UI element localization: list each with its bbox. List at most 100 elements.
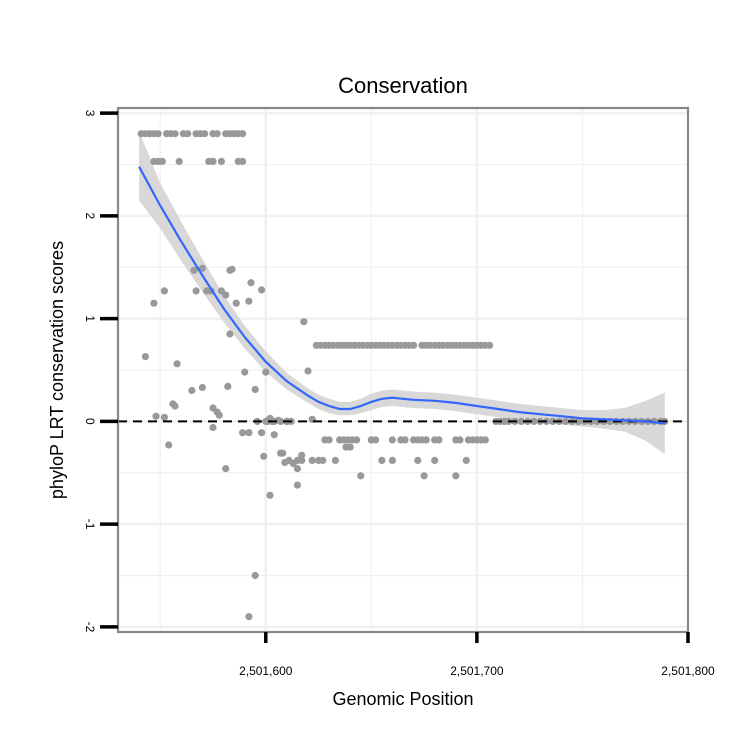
data-point: [486, 341, 494, 349]
data-point: [574, 417, 582, 425]
data-point: [277, 417, 285, 425]
data-point: [420, 472, 428, 480]
data-point: [165, 441, 173, 449]
data-point: [198, 383, 206, 392]
data-point: [300, 318, 308, 326]
data-point: [158, 157, 166, 165]
data-point: [530, 417, 538, 425]
scatter-points-layer: [137, 130, 669, 621]
data-point: [245, 429, 253, 437]
data-point: [277, 449, 285, 457]
confidence-ribbon-layer: [139, 131, 665, 455]
data-point: [388, 436, 396, 444]
data-point: [198, 264, 206, 272]
data-point: [232, 299, 240, 307]
y-axis: -2 -1 0 1 2 3: [83, 110, 118, 633]
confidence-ribbon: [139, 131, 665, 455]
data-point: [173, 360, 181, 368]
data-point: [239, 130, 247, 138]
data-point: [213, 408, 221, 416]
y-tick-label: 1: [83, 315, 97, 322]
y-tick-label: -2: [83, 622, 97, 633]
data-point: [184, 130, 192, 138]
data-point: [258, 429, 266, 437]
data-point: [226, 330, 234, 338]
data-point: [217, 157, 225, 165]
data-point: [201, 130, 209, 138]
data-point: [401, 436, 409, 444]
data-point: [262, 368, 270, 376]
data-point: [410, 341, 418, 349]
data-point: [562, 417, 570, 425]
data-point: [245, 613, 253, 621]
data-point: [192, 287, 200, 295]
data-point: [452, 472, 460, 480]
x-tick-label: 2,501,600: [239, 664, 293, 678]
data-point: [266, 491, 274, 499]
x-tick-label: 2,501,700: [450, 664, 504, 678]
data-point: [304, 367, 312, 375]
smooth-line-layer: [138, 166, 665, 425]
data-point: [175, 157, 183, 165]
data-point: [264, 417, 272, 425]
data-point: [171, 130, 179, 138]
data-point: [456, 436, 464, 444]
data-point: [160, 287, 168, 295]
x-tick-label: 2,501,800: [661, 664, 715, 678]
data-point: [239, 157, 247, 165]
data-point: [239, 429, 247, 437]
data-point: [209, 423, 217, 432]
data-point: [160, 413, 168, 421]
chart-title: Conservation: [338, 73, 468, 98]
data-point: [224, 382, 232, 390]
data-point: [319, 456, 327, 464]
data-point: [152, 412, 160, 420]
data-point: [346, 443, 354, 451]
y-tick-label: 2: [83, 213, 97, 220]
data-point: [462, 456, 470, 464]
data-point: [228, 265, 236, 273]
data-point: [388, 456, 396, 464]
y-axis-label: phyloP LRT conservation scores: [47, 241, 67, 499]
data-point: [378, 456, 386, 464]
data-point: [213, 130, 221, 138]
y-tick-label: 0: [83, 418, 97, 425]
data-point: [258, 286, 266, 294]
data-point: [154, 130, 162, 138]
data-point: [245, 297, 253, 305]
data-point: [331, 456, 339, 464]
data-point: [209, 157, 217, 165]
data-point: [203, 287, 211, 295]
data-point: [190, 266, 198, 274]
data-point: [298, 456, 306, 464]
panel-border: [116, 106, 690, 634]
data-point: [241, 368, 249, 376]
data-point: [247, 279, 255, 287]
data-point: [293, 465, 301, 473]
data-point: [353, 436, 361, 444]
data-point: [293, 481, 301, 489]
x-axis: 2,501,600 2,501,700 2,501,800: [239, 632, 715, 678]
data-point: [357, 472, 365, 480]
data-point: [222, 291, 230, 299]
data-point: [308, 456, 316, 464]
data-point: [141, 353, 149, 361]
data-point: [222, 465, 230, 473]
data-point: [481, 436, 489, 444]
data-point: [281, 458, 289, 467]
data-point: [298, 451, 306, 459]
data-point: [188, 386, 196, 395]
smooth-fit-line: [138, 166, 665, 425]
data-point: [414, 456, 422, 464]
data-point: [260, 452, 268, 460]
data-point: [251, 571, 259, 580]
data-point: [270, 431, 278, 439]
data-point: [372, 436, 380, 444]
data-point: [435, 436, 443, 444]
data-point: [549, 417, 557, 425]
data-point: [251, 385, 259, 394]
data-point: [325, 436, 333, 444]
y-tick-label: -1: [83, 519, 97, 530]
